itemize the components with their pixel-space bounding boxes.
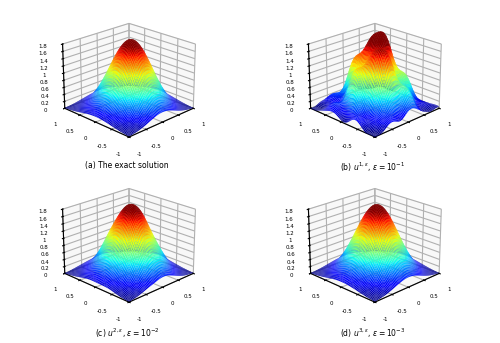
Title: (d) $u^{3,\epsilon}$, $\epsilon = 10^{-3}$: (d) $u^{3,\epsilon}$, $\epsilon = 10^{-3… — [340, 326, 406, 340]
Title: (b) $u^{1,\epsilon}$, $\epsilon = 10^{-1}$: (b) $u^{1,\epsilon}$, $\epsilon = 10^{-1… — [340, 161, 406, 174]
Title: (a) The exact solution: (a) The exact solution — [86, 161, 169, 170]
Title: (c) $u^{2,\epsilon}$, $\epsilon = 10^{-2}$: (c) $u^{2,\epsilon}$, $\epsilon = 10^{-2… — [95, 326, 160, 340]
